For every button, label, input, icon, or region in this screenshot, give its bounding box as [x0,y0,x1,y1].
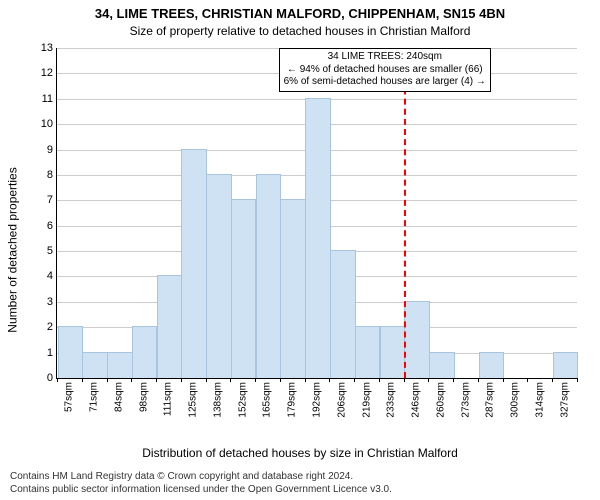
histogram-bar [206,174,232,378]
histogram-bar [380,326,406,378]
x-tick-label: 314sqm [534,378,545,418]
x-tick-label: 300sqm [510,378,521,418]
x-tick-mark [478,378,479,382]
y-tick-label: 1 [47,347,57,359]
x-tick-mark [156,378,157,382]
x-tick-label: 57sqm [64,378,75,412]
histogram-chart: 01234567891011121357sqm71sqm84sqm98sqm11… [56,48,577,379]
y-tick-label: 13 [41,42,57,54]
x-axis-label: Distribution of detached houses by size … [0,446,600,460]
x-tick-mark [255,378,256,382]
page-subtitle: Size of property relative to detached ho… [0,24,600,38]
x-tick-label: 273sqm [460,378,471,418]
histogram-bar [330,250,356,378]
x-tick-mark [577,378,578,382]
x-tick-mark [280,378,281,382]
histogram-bar [355,326,381,378]
x-tick-label: 327sqm [559,378,570,418]
y-tick-label: 0 [47,372,57,384]
y-tick-label: 6 [47,220,57,232]
histogram-bar [58,326,84,378]
y-tick-label: 9 [47,144,57,156]
x-tick-mark [503,378,504,382]
page-title: 34, LIME TREES, CHRISTIAN MALFORD, CHIPP… [0,6,600,21]
y-tick-label: 5 [47,245,57,257]
x-tick-mark [527,378,528,382]
x-tick-label: 125sqm [188,378,199,418]
histogram-bar [305,98,331,378]
x-tick-mark [57,378,58,382]
annotation-box: 34 LIME TREES: 240sqm← 94% of detached h… [279,48,491,92]
x-tick-mark [453,378,454,382]
x-tick-mark [82,378,83,382]
histogram-bar [82,352,108,378]
x-tick-label: 287sqm [485,378,496,418]
x-tick-mark [354,378,355,382]
footer-copyright-1: Contains HM Land Registry data © Crown c… [10,471,353,482]
x-tick-label: 165sqm [262,378,273,418]
y-tick-label: 8 [47,169,57,181]
x-tick-mark [107,378,108,382]
histogram-bar [231,199,257,378]
y-tick-label: 10 [41,118,57,130]
histogram-bar [404,301,430,378]
x-tick-label: 138sqm [212,378,223,418]
histogram-bar [181,149,207,378]
reference-line [404,48,406,378]
x-tick-label: 84sqm [113,378,124,412]
x-tick-mark [230,378,231,382]
annotation-line: 34 LIME TREES: 240sqm [284,51,486,64]
x-tick-label: 206sqm [336,378,347,418]
histogram-bar [429,352,455,378]
x-tick-label: 111sqm [163,378,174,416]
x-tick-label: 152sqm [237,378,248,418]
y-tick-label: 2 [47,321,57,333]
histogram-bar [479,352,505,378]
x-tick-mark [131,378,132,382]
x-tick-label: 192sqm [312,378,323,418]
x-tick-label: 260sqm [435,378,446,418]
y-tick-label: 7 [47,194,57,206]
y-tick-label: 11 [42,93,57,105]
x-tick-label: 233sqm [386,378,397,418]
x-tick-mark [552,378,553,382]
x-tick-mark [305,378,306,382]
x-tick-mark [404,378,405,382]
y-axis-label: Number of detached properties [6,0,20,500]
x-tick-label: 98sqm [138,378,149,412]
x-tick-label: 71sqm [89,378,100,412]
x-tick-mark [379,378,380,382]
y-tick-label: 12 [41,67,57,79]
x-tick-mark [428,378,429,382]
histogram-bar [157,275,183,378]
x-tick-mark [181,378,182,382]
histogram-bar [256,174,282,378]
y-tick-label: 3 [47,296,57,308]
annotation-line: ← 94% of detached houses are smaller (66… [284,64,486,77]
x-tick-label: 246sqm [411,378,422,418]
x-tick-mark [329,378,330,382]
histogram-bar [553,352,579,378]
histogram-bar [280,199,306,378]
annotation-line: 6% of semi-detached houses are larger (4… [284,76,486,89]
x-tick-label: 219sqm [361,378,372,418]
x-tick-mark [206,378,207,382]
y-tick-label: 4 [47,270,57,282]
histogram-bar [132,326,158,378]
footer-copyright-2: Contains public sector information licen… [10,484,392,495]
histogram-bar [107,352,133,378]
x-tick-label: 179sqm [287,378,298,418]
